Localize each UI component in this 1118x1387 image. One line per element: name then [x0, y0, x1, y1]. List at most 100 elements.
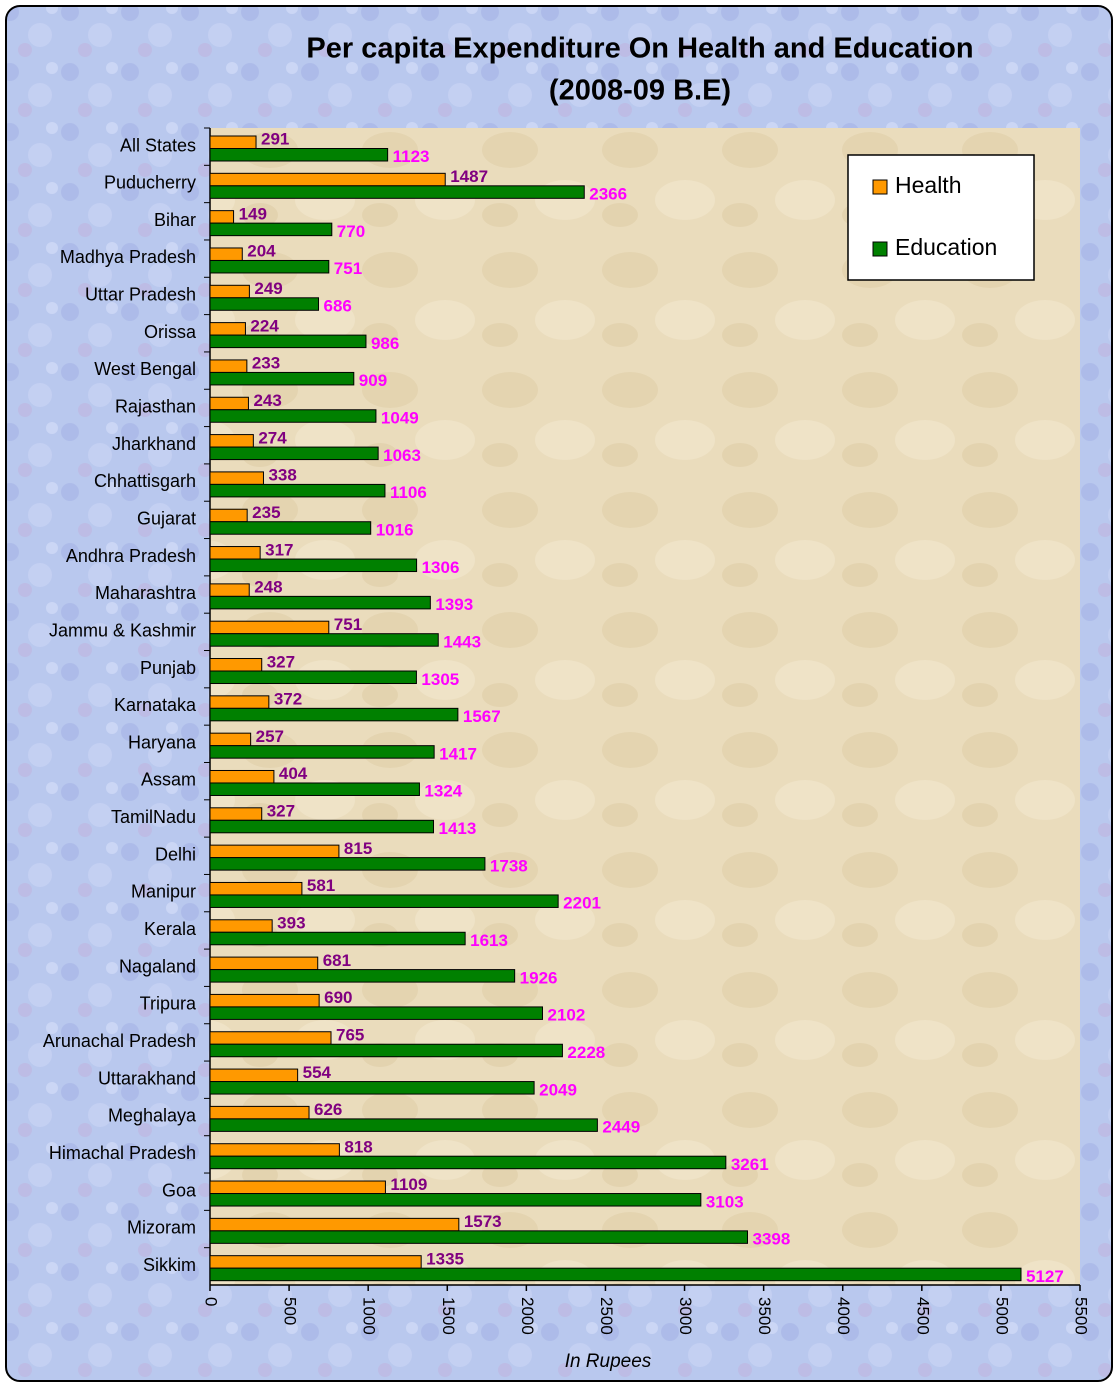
data-label: 243	[253, 391, 281, 410]
data-label: 1123	[393, 147, 430, 166]
bar	[209, 334, 367, 349]
y-tick-label: Uttar Pradesh	[85, 285, 196, 305]
y-tick-label: Rajasthan	[115, 397, 196, 417]
bar	[209, 284, 250, 299]
data-label: 1613	[470, 931, 508, 950]
bar	[209, 508, 248, 523]
bar	[209, 1068, 299, 1083]
bar	[209, 732, 252, 747]
bar	[209, 247, 243, 261]
y-tick-label: Tripura	[140, 994, 197, 1014]
data-label: 224	[250, 316, 279, 335]
data-label: 3398	[753, 1230, 791, 1249]
data-label: 274	[258, 428, 287, 447]
y-tick-label: Jammu & Kashmir	[49, 620, 196, 640]
bar	[209, 1105, 310, 1120]
bar	[209, 359, 248, 373]
data-label: 690	[324, 988, 352, 1007]
bar	[209, 148, 389, 162]
y-tick-label: Jharkhand	[112, 434, 196, 454]
bar	[209, 857, 486, 871]
bar	[209, 135, 257, 149]
y-tick-label: Madhya Pradesh	[60, 247, 196, 267]
data-label: 765	[336, 1025, 364, 1044]
bar	[209, 931, 466, 946]
y-tick-label: Goa	[162, 1180, 197, 1200]
data-label: 1063	[383, 446, 421, 465]
bar	[209, 1230, 749, 1244]
y-tick-label: Meghalaya	[108, 1106, 197, 1126]
bar	[209, 1217, 460, 1232]
data-label: 2201	[563, 894, 601, 913]
y-tick-label: Nagaland	[119, 956, 196, 976]
y-tick-label: Haryana	[128, 732, 197, 752]
x-tick-label: 1000	[360, 1297, 379, 1335]
data-label: 1335	[426, 1249, 464, 1268]
bar	[209, 1255, 422, 1269]
bar	[209, 583, 250, 597]
bar	[209, 371, 355, 386]
bar	[209, 819, 435, 834]
y-tick-label: Orissa	[144, 322, 197, 342]
y-tick-label: Manipur	[131, 882, 196, 902]
bar	[209, 745, 435, 759]
legend-label: Education	[895, 234, 997, 260]
data-label: 2049	[539, 1080, 577, 1099]
data-label: 686	[324, 297, 352, 316]
data-label: 257	[256, 727, 284, 746]
data-label: 751	[334, 615, 362, 634]
data-label: 1049	[381, 408, 419, 427]
bar	[209, 1043, 563, 1058]
bar	[209, 1180, 386, 1195]
data-label: 581	[307, 876, 335, 895]
bar	[209, 409, 377, 423]
data-label: 149	[239, 204, 267, 223]
x-tick-label: 0	[202, 1297, 221, 1306]
chart-subtitle: (2008-09 B.E)	[549, 75, 731, 107]
bar	[209, 919, 273, 933]
data-label: 2102	[547, 1006, 585, 1025]
x-tick-label: 2000	[518, 1297, 537, 1335]
data-label: 327	[267, 652, 295, 671]
data-label: 291	[261, 130, 289, 149]
bar	[209, 322, 246, 336]
data-label: 317	[265, 540, 293, 559]
bar	[209, 434, 254, 448]
legend-label: Health	[895, 172, 961, 198]
data-label: 1016	[376, 520, 414, 539]
x-tick-label: 1500	[439, 1297, 458, 1335]
x-axis-label: In Rupees	[565, 1351, 652, 1372]
y-tick-label: Bihar	[154, 210, 196, 230]
data-label: 1487	[450, 167, 488, 186]
bar	[209, 707, 459, 722]
data-label: 1413	[439, 819, 477, 838]
bar	[209, 1193, 702, 1207]
bar	[209, 670, 417, 685]
legend-swatch	[872, 179, 888, 195]
data-label: 249	[254, 279, 282, 298]
data-label: 818	[344, 1137, 372, 1156]
bar	[209, 620, 330, 635]
data-label: 327	[267, 802, 295, 821]
data-label: 1306	[422, 558, 460, 577]
y-tick-label: Sikkim	[143, 1255, 196, 1275]
data-label: 554	[303, 1063, 332, 1082]
data-label: 372	[274, 690, 302, 709]
y-tick-label: All States	[120, 135, 196, 155]
data-label: 204	[247, 242, 276, 261]
data-label: 1393	[435, 595, 473, 614]
data-label: 1738	[490, 856, 528, 875]
bar	[209, 222, 333, 237]
data-label: 815	[344, 839, 372, 858]
bar	[209, 894, 559, 908]
y-tick-label: Kerala	[144, 919, 197, 939]
x-tick-label: 3000	[676, 1297, 695, 1335]
bar	[209, 172, 446, 187]
x-tick-label: 4000	[834, 1297, 853, 1335]
bar	[209, 782, 420, 796]
x-tick-label: 2500	[597, 1297, 616, 1335]
data-label: 404	[279, 764, 308, 783]
bar	[209, 1031, 332, 1045]
